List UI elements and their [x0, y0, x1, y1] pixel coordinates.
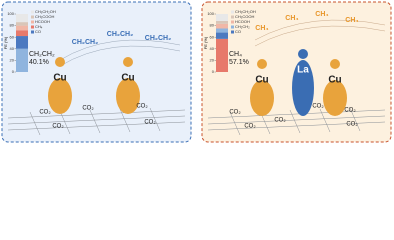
bar-segment	[16, 14, 28, 23]
figure-head	[123, 57, 133, 67]
graphene	[7, 107, 386, 136]
co2-label: CO₂	[274, 118, 286, 124]
co2-label: CO₂	[244, 124, 256, 130]
y-tick-label: 40	[210, 46, 215, 51]
bar-segment	[16, 25, 28, 31]
co2-label: CO₂	[344, 108, 356, 114]
legend-label: CH₄	[35, 24, 43, 29]
bar-segment	[216, 28, 228, 33]
main-fe: 57.1%	[229, 59, 249, 66]
y-tick-label: 40	[10, 46, 15, 51]
note-label: CH₄	[345, 17, 358, 24]
bar-segment	[216, 20, 228, 24]
y-tick-label: 0	[12, 69, 15, 74]
legend-swatch	[31, 25, 34, 29]
y-tick-label: 100	[207, 11, 214, 16]
bar-segment	[216, 38, 228, 72]
note-label: CH₂CH₂	[72, 39, 98, 46]
note-label: CH₂CH₂	[145, 35, 171, 42]
y-tick-label: 100	[7, 11, 14, 16]
y-tick-label: 80	[10, 23, 15, 28]
metal-label: Cu	[255, 75, 268, 86]
metal-label: Cu	[53, 73, 66, 84]
legend-swatch	[231, 30, 234, 34]
figure-head	[257, 59, 267, 69]
legend-swatch	[231, 10, 234, 14]
co2-label: CO₂	[82, 106, 94, 112]
legend-label: CO	[35, 29, 41, 34]
legend-swatch	[231, 20, 234, 24]
staff	[254, 19, 386, 47]
note-label: CH₄	[315, 11, 328, 18]
metal-label: La	[297, 65, 309, 76]
y-tick-label: 60	[210, 34, 215, 39]
co2-label: CO₂	[144, 120, 156, 126]
co2-label: CO₂	[346, 122, 358, 128]
legend-swatch	[31, 20, 34, 24]
bar-segment	[216, 14, 228, 21]
figure-body	[292, 60, 314, 116]
figure-body	[323, 80, 347, 116]
legend-label: HCOOH	[235, 19, 250, 24]
main-product: CH₄	[229, 51, 242, 58]
bar-segment	[16, 30, 28, 37]
y-tick-label: 20	[210, 57, 215, 62]
y-tick-label: 20	[10, 57, 15, 62]
co2-label: CO₂	[52, 124, 64, 130]
main-fe: 40.1%	[29, 59, 49, 66]
legend-label: CH₃CH₂OH	[35, 9, 56, 14]
legend-label: CH₃COOH	[35, 14, 55, 19]
legend-swatch	[31, 30, 34, 34]
bar-segment	[16, 22, 28, 26]
figure-head	[55, 57, 65, 67]
legend-swatch	[31, 15, 34, 19]
bar-segment	[16, 36, 28, 49]
legend-label: HCOOH	[35, 19, 50, 24]
note-label: CH₄	[255, 25, 268, 32]
main-product: CH₂CH₂	[29, 51, 55, 58]
y-tick-label: 0	[212, 69, 215, 74]
co2-label: CO₂	[136, 104, 148, 110]
y-tick-label: 60	[10, 34, 15, 39]
staff	[59, 39, 181, 67]
legend-label: CH₂CH₂	[235, 24, 250, 29]
figure-head	[330, 59, 340, 69]
bar-segment	[216, 23, 228, 29]
co2-label: CO₂	[312, 104, 324, 110]
y-axis-label: FE (%)	[3, 36, 8, 49]
legend-swatch	[231, 15, 234, 19]
legend-label: CH₃CH₂OH	[235, 9, 256, 14]
metal-label: Cu	[328, 75, 341, 86]
figure-body	[250, 80, 274, 116]
figure-body	[116, 78, 140, 114]
figure-body	[48, 78, 72, 114]
legend-label: CH₃COOH	[235, 14, 255, 19]
y-axis-label: FE (%)	[203, 36, 208, 49]
left-panel	[1, 1, 192, 143]
co2-label: CO₂	[39, 110, 51, 116]
bar-segment	[216, 32, 228, 39]
figure-head	[298, 49, 308, 59]
metal-label: Cu	[121, 73, 134, 84]
note-label: CH₄	[285, 15, 298, 22]
legend-swatch	[231, 25, 234, 29]
y-tick-label: 80	[210, 23, 215, 28]
note-label: CH₂CH₂	[107, 31, 133, 38]
bar-segment	[16, 48, 28, 72]
legend-swatch	[31, 10, 34, 14]
legend-label: CO	[235, 29, 241, 34]
co2-label: CO₂	[229, 110, 241, 116]
